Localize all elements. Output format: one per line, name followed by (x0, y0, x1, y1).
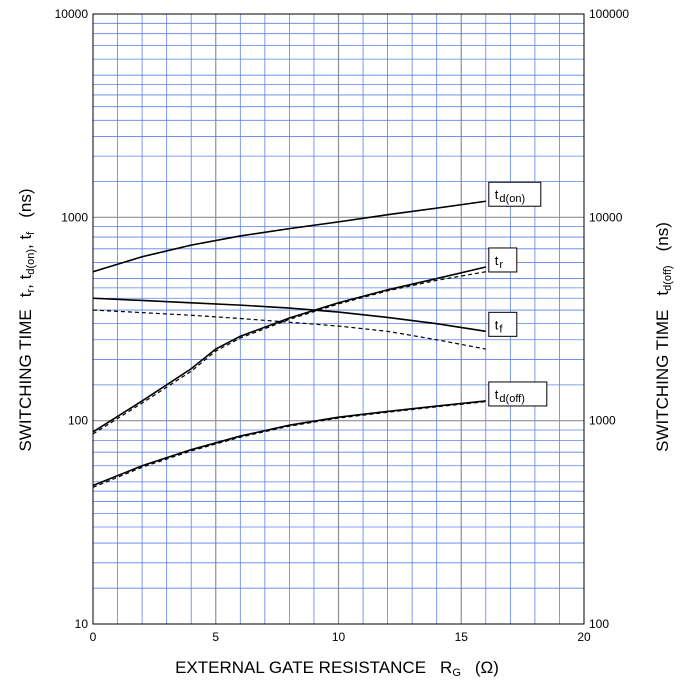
y-left-tick-label: 10000 (55, 7, 89, 21)
curve-label-frame (488, 181, 542, 207)
y-left-tick-label: 1000 (61, 210, 88, 224)
plot-frame (92, 13, 585, 625)
y-left-tick-label: 100 (68, 414, 88, 428)
series-line-tf-solid (92, 297, 486, 333)
plot-grid (93, 14, 584, 624)
y-right-tick-label: 1000 (589, 414, 616, 428)
curves (92, 200, 486, 488)
curve-label-text: td(on) (495, 187, 525, 205)
curve-label-box: td(off) (488, 381, 548, 407)
series-line-tf-dashed (92, 309, 486, 350)
x-axis-label: EXTERNAL GATE RESISTANCE RG (Ω) (175, 658, 499, 679)
curve-label-frame (488, 381, 548, 407)
y-left-axis-label: SWITCHING TIMEtr, td(on), tf(ns) (16, 188, 37, 451)
x-tick-label: 5 (212, 630, 219, 644)
y-left-tick-label: 10 (75, 617, 89, 631)
y-left-tick-labels: 10 100 1000 10000 (55, 7, 89, 631)
series-line-tdoff-dashed (92, 401, 486, 488)
series-line-tr-dashed (92, 271, 486, 435)
y-right-tick-labels: 100 1000 10000 100000 (589, 7, 629, 631)
curve-label-box: tf (488, 311, 518, 337)
series-line-tdoff-solid (92, 400, 486, 487)
y-right-tick-label: 10000 (589, 210, 623, 224)
x-tick-label: 15 (455, 630, 469, 644)
x-tick-label: 20 (577, 630, 591, 644)
curve-labels: td(on) tr tf td(off) (488, 181, 548, 407)
curve-label-frame (488, 247, 518, 273)
curve-label-text: tf (495, 317, 504, 335)
y-right-tick-label: 100000 (589, 7, 629, 21)
y-right-tick-label: 100 (589, 617, 609, 631)
curve-label-text: tr (495, 253, 504, 271)
curve-label-frame (488, 311, 518, 337)
x-tick-labels: 0 5 10 15 20 (90, 630, 591, 644)
curve-label-box: td(on) (488, 181, 542, 207)
curve-label-text: td(off) (495, 387, 525, 405)
x-tick-label: 0 (90, 630, 97, 644)
series-line-tdon-solid (92, 200, 486, 273)
curve-label-box: tr (488, 247, 518, 273)
y-right-axis-label: SWITCHING TIMEtd(off)(ns) (653, 222, 674, 452)
series-line-tr-solid (92, 266, 486, 433)
x-tick-label: 10 (332, 630, 346, 644)
